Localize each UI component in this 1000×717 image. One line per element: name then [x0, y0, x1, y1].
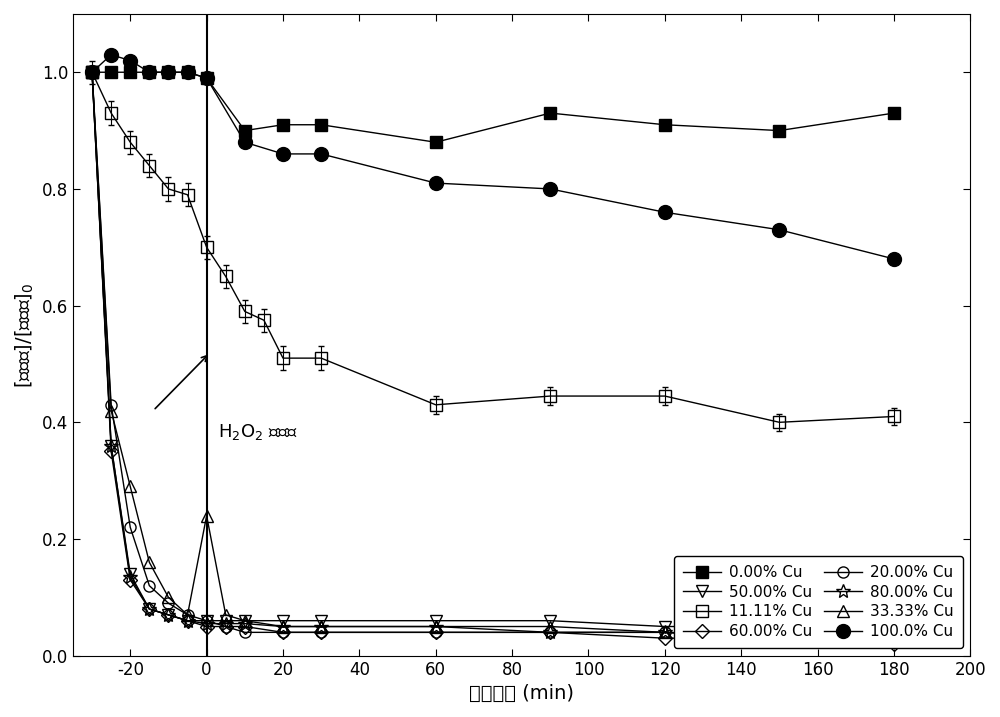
X-axis label: 反应时间 (min): 反应时间 (min) — [469, 684, 574, 703]
Y-axis label: [污染物]/[污染物]$_0$: [污染物]/[污染物]$_0$ — [14, 282, 36, 387]
Text: H$_2$O$_2$ 投加点: H$_2$O$_2$ 投加点 — [218, 422, 298, 442]
Legend: 0.00% Cu, 50.00% Cu, 11.11% Cu, 60.00% Cu, 20.00% Cu, 80.00% Cu, 33.33% Cu, 100.: 0.00% Cu, 50.00% Cu, 11.11% Cu, 60.00% C… — [674, 556, 963, 648]
